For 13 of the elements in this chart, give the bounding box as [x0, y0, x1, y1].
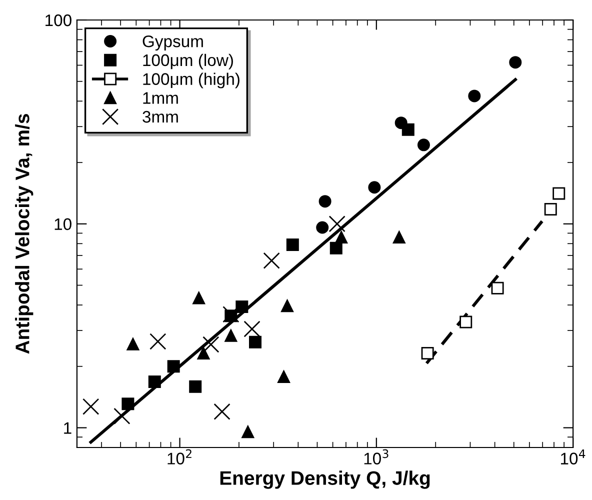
- y-axis-title: Antipodal Velocity Va, m/s: [15, 114, 34, 354]
- y-tick-label: 1: [64, 422, 72, 434]
- x-axis-title: Energy Density Q, J/kg: [220, 470, 430, 489]
- x-tick-label: 10$^{3}$: [364, 449, 388, 464]
- legend-label: 1mm: [143, 92, 178, 104]
- y-tick-label: 10: [54, 218, 72, 230]
- y-tick-label: 100: [46, 14, 72, 26]
- x-tick-label: 10$^{2}$: [168, 449, 192, 464]
- legend-label: 3mm: [142, 110, 178, 123]
- legend-label: Gypsum: [142, 35, 203, 51]
- x-tick-label: 10$^{4}$: [560, 449, 586, 464]
- legend-label: 100μm (high): [143, 72, 240, 88]
- legend-label: 100μm (low): [143, 54, 233, 70]
